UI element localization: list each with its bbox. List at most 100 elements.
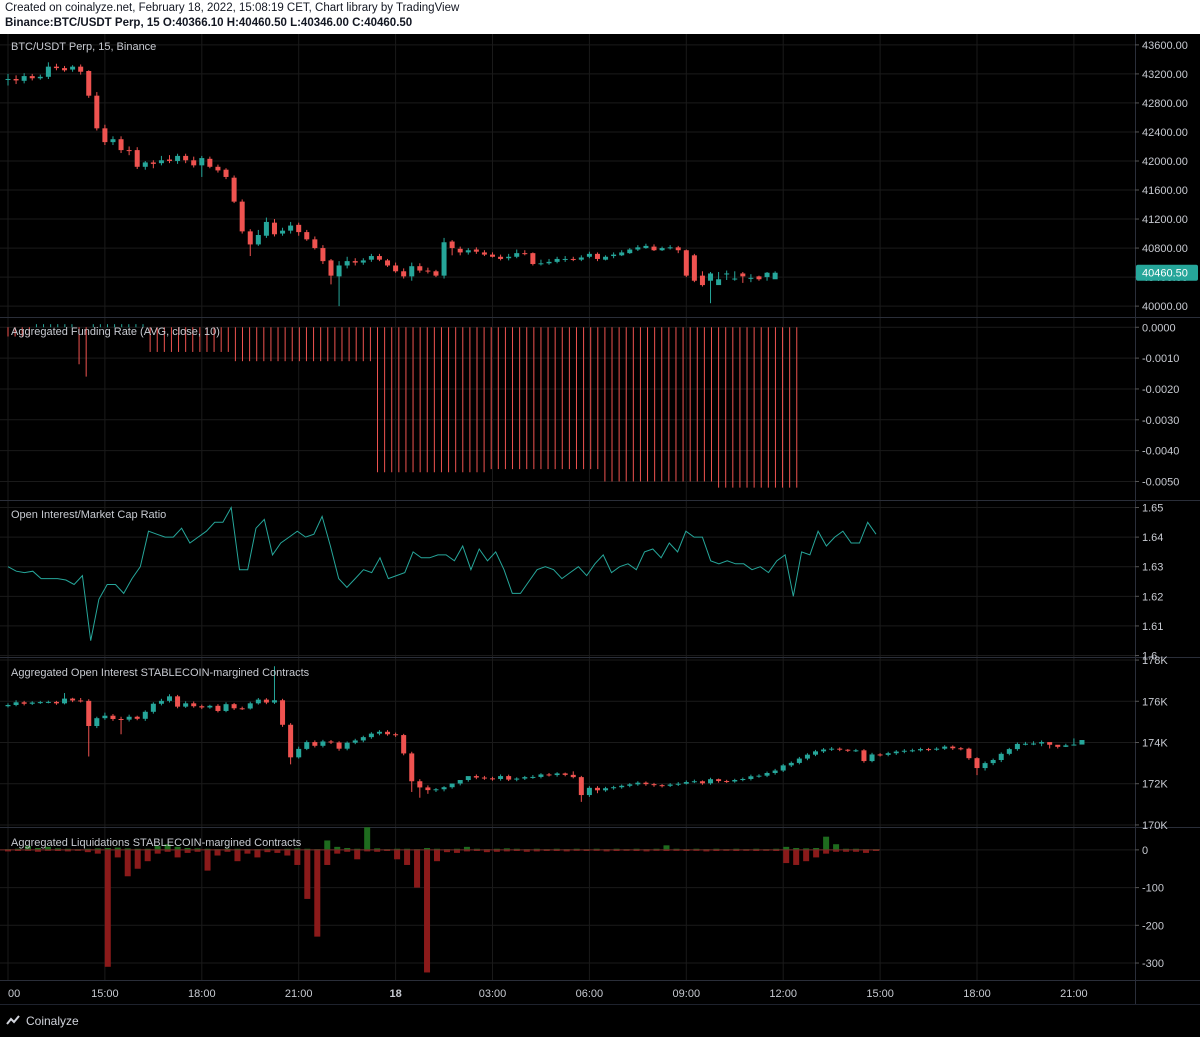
oi-candle: [788, 762, 794, 766]
liq-short-bar: [264, 848, 271, 850]
liq-short-bar: [134, 848, 141, 850]
oi-candle: [433, 789, 439, 791]
price-candle: [21, 76, 27, 81]
price-candle: [457, 248, 463, 253]
price-candle: [578, 257, 584, 260]
price-candle: [554, 258, 560, 262]
liq-long-bar: [354, 849, 361, 860]
price-candle: [635, 247, 641, 250]
oi-candle: [13, 702, 19, 705]
y-tick-label: 42800.00: [1142, 98, 1188, 110]
oi-candle: [86, 700, 92, 727]
chart-canvas[interactable]: 43600.00 43200.00 42800.00 42400.00 42000.00…: [0, 34, 1200, 1004]
liq-short-bar: [573, 848, 580, 850]
oi-candle: [344, 742, 350, 749]
brand[interactable]: Coinalyze: [6, 1014, 79, 1028]
liq-short-bar: [184, 847, 191, 850]
x-tick-label: 12:00: [769, 988, 797, 1000]
oi-candle: [813, 751, 818, 755]
liq-long-bar: [683, 849, 690, 852]
liq-long-bar: [823, 849, 830, 854]
x-tick-label: 21:00: [1060, 988, 1088, 1000]
oi-candle: [756, 775, 762, 777]
liq-long-bar: [863, 849, 870, 853]
oi-candle: [393, 734, 399, 736]
price-candle: [708, 273, 714, 281]
oi-candle: [401, 735, 407, 754]
price-candle: [691, 255, 697, 281]
oi-candle: [691, 781, 697, 783]
oi-candle: [699, 781, 705, 784]
liq-long-bar: [14, 849, 21, 852]
liq-short-bar: [513, 848, 520, 850]
oi-candle: [191, 703, 197, 707]
oi-candle: [1047, 742, 1053, 745]
y-tick-label: -0.0050: [1142, 476, 1179, 488]
liq-short-bar: [653, 848, 660, 850]
price-candle: [199, 158, 205, 166]
oi-candle: [457, 780, 463, 784]
header-caption: Created on coinalyze.net, February 18, 2…: [5, 2, 460, 14]
liq-short-bar: [64, 848, 71, 850]
ratio-pane-title: Open Interest/Market Cap Ratio: [11, 509, 167, 521]
price-candle: [360, 260, 366, 263]
chart-area[interactable]: 43600.00 43200.00 42800.00 42400.00 42000.00…: [0, 34, 1200, 1004]
oi-candle: [530, 776, 536, 778]
oi-candle: [506, 776, 512, 780]
liq-long-bar: [334, 849, 341, 854]
liq-short-bar: [124, 848, 131, 850]
price-candle: [45, 66, 51, 77]
liq-long-bar: [124, 849, 131, 877]
oi-candle: [869, 754, 875, 762]
liq-long-bar: [493, 849, 500, 852]
y-tick-label: -0.0020: [1142, 384, 1179, 396]
liq-long-bar: [194, 849, 201, 852]
price-candle: [376, 256, 382, 260]
oi-candle: [990, 760, 996, 764]
liq-long-bar: [663, 849, 670, 852]
oi-candle: [926, 749, 932, 751]
oi-candle: [441, 787, 447, 790]
price-candle: [29, 76, 35, 79]
liq-short-bar: [224, 848, 231, 850]
liq-short-bar: [503, 848, 510, 850]
x-tick-label: 21:00: [285, 988, 313, 1000]
funding-series: [7, 324, 798, 488]
oi-candle: [522, 777, 528, 779]
oi-candle: [215, 705, 221, 711]
oi-candle: [304, 742, 310, 749]
liq-short-bar: [803, 848, 810, 850]
liq-long-bar: [294, 849, 301, 865]
oi-candle: [974, 758, 980, 769]
oi-candle: [417, 781, 423, 788]
y-tick-label: 40000.00: [1142, 301, 1188, 313]
price-candle: [732, 278, 738, 280]
liq-short-bar: [94, 848, 101, 850]
x-tick-label: 18:00: [188, 988, 216, 1000]
y-tick-label: 178K: [1142, 655, 1168, 667]
liq-long-bar: [164, 849, 171, 852]
price-candle: [296, 224, 302, 233]
liq-pane-title: Aggregated Liquidations STABLECOIN-margi…: [11, 837, 302, 849]
price-candle: [409, 266, 415, 277]
liq-short-bar: [24, 846, 31, 850]
oi-candle: [490, 778, 495, 780]
oi-candle: [118, 719, 124, 721]
liq-long-bar: [244, 849, 251, 854]
liq-short-bar: [194, 848, 201, 850]
liq-long-bar: [104, 849, 111, 967]
price-candle: [280, 230, 286, 234]
oi-candle: [708, 779, 714, 784]
liq-long-bar: [443, 849, 450, 853]
liq-long-bar: [204, 849, 211, 871]
liq-long-bar: [733, 849, 740, 852]
price-candle: [514, 253, 520, 257]
oi-candle: [562, 773, 568, 775]
liq-long-bar: [174, 849, 181, 858]
oi-candle: [45, 701, 51, 703]
liq-short-bar: [174, 846, 181, 850]
liq-short-bar: [493, 848, 500, 850]
oi-candle: [320, 741, 326, 746]
liq-long-bar: [114, 849, 121, 858]
liq-short-bar: [663, 845, 670, 850]
